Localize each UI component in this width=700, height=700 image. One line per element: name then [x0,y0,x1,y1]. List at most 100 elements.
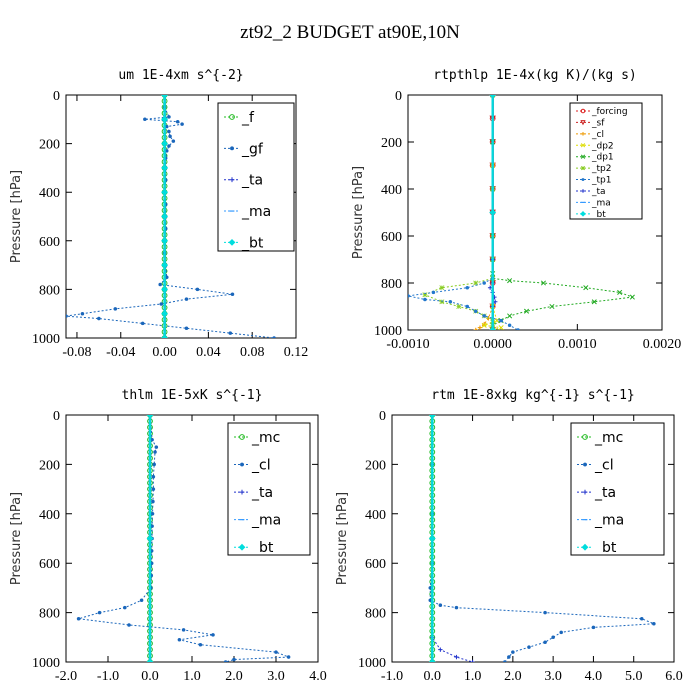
data-point [151,474,156,479]
data-point [286,655,291,659]
data-point [652,621,656,626]
legend-label: _ta [594,485,616,501]
data-point [470,659,475,662]
legend-marker [228,239,236,246]
legend-label: _ta [251,485,273,501]
data-point [439,285,445,291]
series-line [423,95,494,330]
x-tick-label: -0.08 [62,345,91,360]
data-point [498,325,504,330]
x-tick-label: 0.12 [284,345,309,360]
legend-item: _f [224,110,255,126]
y-tick-label: 400 [365,508,386,523]
legend-label: _cl [251,458,271,474]
legend-item: _cl [234,458,271,474]
x-tick-label: 3.0 [544,669,562,684]
panel-rtm: rtm 1E-8xkg kg^{-1} s^{-1} Pressure [hPa]… [335,388,683,684]
plot-area [66,95,276,338]
legend: _f _gf _ta _ma _bt [217,102,295,252]
data-point [152,462,156,467]
data-point [465,285,470,290]
data-point [161,188,168,196]
y-tick-label: 200 [39,458,60,473]
x-tick-label: 1.0 [464,669,482,684]
data-point [151,499,155,504]
data-point [617,289,623,295]
legend-marker [238,543,246,551]
y-tick-label: 600 [39,235,60,250]
data-point [140,321,145,326]
data-point [139,598,144,603]
plot-frame [391,414,675,663]
data-point [80,311,85,316]
x-tick-label: 4.0 [585,669,603,684]
data-point [523,308,530,314]
data-point [150,437,154,442]
data-point [184,297,189,301]
legend-label: _f [241,110,255,126]
legend-label: _ma [251,513,281,529]
data-point [230,292,235,297]
legend-label: _dp1 [591,153,614,163]
x-tick-label: 1.0 [183,669,201,684]
data-point [438,647,443,652]
data-point [153,450,157,454]
x-tick-label: 0.0 [424,669,442,684]
data-point [559,630,563,635]
legend-item: _dp2 [576,141,614,151]
legend-marker [239,489,245,495]
data-point [66,314,68,318]
legend-item: _gf [224,141,264,157]
data-point [161,164,168,172]
data-point [97,316,101,321]
legend-label: _ta [591,187,606,197]
data-point [549,303,555,310]
legend-item: _ma [234,513,281,529]
x-tick-label: -0.0010 [386,337,429,352]
figure-title: zt92_2 BUDGET at90E,10N [240,22,460,43]
data-point [167,115,171,119]
y-tick-label: 800 [365,607,386,622]
legend-marker [229,177,235,183]
series-bt [489,95,497,330]
data-point [423,297,427,302]
plot-area [428,415,656,662]
data-point [454,654,459,660]
panel-title: thlm 1E-5xK s^{-1} [122,388,263,403]
y-tick-label: 600 [381,230,402,245]
legend-marker [581,543,589,551]
legend-marker [581,132,585,136]
data-point [161,261,168,269]
y-tick-label: 600 [39,557,60,572]
y-tick-label: 400 [39,186,60,201]
data-point [97,610,102,615]
legend-label: _ma [241,204,271,220]
legend-item: _ta [576,187,606,197]
data-point [507,323,512,328]
legend-item: _tp2 [576,164,611,174]
legend-item: _ta [234,485,273,501]
y-axis-label: Pressure [hPa] [351,166,366,259]
data-point [629,294,635,300]
plot-area [408,95,635,330]
legend-item: _forcing [576,107,628,117]
legend-marker [580,120,586,126]
legend-label: _tp2 [591,164,611,174]
data-point [456,304,462,309]
legend-label: _gf [241,141,264,157]
data-point [640,617,644,621]
data-point [428,598,433,603]
y-tick-label: 0 [53,89,60,104]
legend: _mc _cl _ta _ma _bt [227,422,311,556]
legend-label: _mc [251,430,280,446]
series-bt [161,95,168,338]
series-tp2 [422,95,496,330]
data-point [431,290,436,295]
data-point [591,299,597,305]
data-point [482,314,486,318]
legend-item: _mc [577,430,623,446]
data-point [489,326,497,330]
legend-marker [582,489,588,495]
x-tick-label: 2.0 [504,669,522,684]
plot-frame [407,94,663,331]
